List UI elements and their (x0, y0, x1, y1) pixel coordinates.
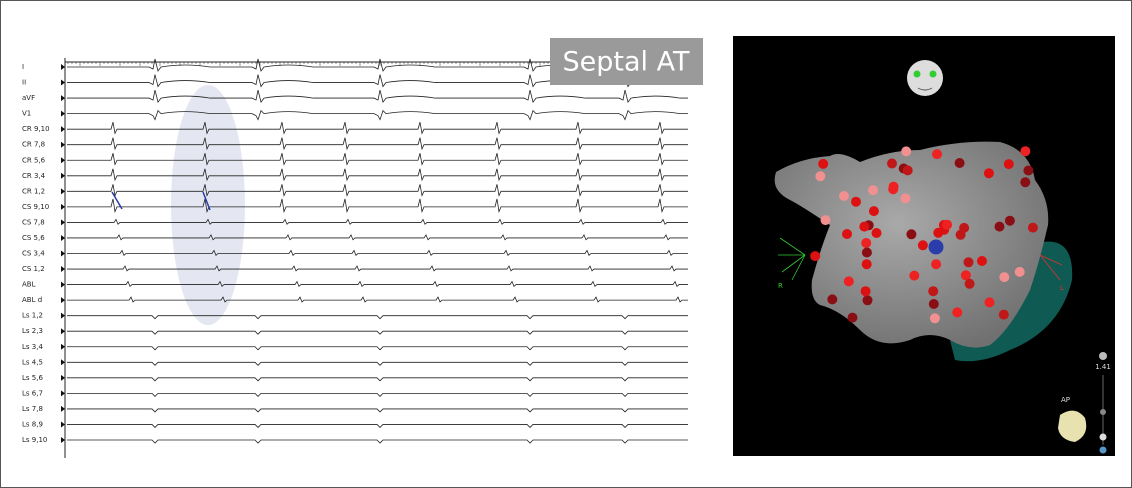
map-point (999, 310, 1009, 320)
map-point (985, 297, 995, 307)
channel-label: I (22, 63, 24, 71)
map-point (959, 223, 969, 233)
channel-label: II (22, 79, 26, 87)
channel-label: Ls 6,7 (22, 389, 43, 397)
map-point (995, 222, 1005, 232)
channel-label: aVF (22, 94, 35, 102)
channel-label: CR 7,8 (22, 141, 45, 149)
map-point (903, 165, 913, 175)
map-point (901, 146, 911, 156)
target-point (929, 240, 944, 255)
channel-label: CR 3,4 (22, 172, 46, 180)
map-point (964, 257, 974, 267)
map-point (1004, 159, 1014, 169)
face-eye (914, 71, 921, 78)
channel-label: CS 7,8 (22, 218, 45, 226)
map-point (929, 299, 939, 309)
map-point (887, 159, 897, 169)
zoom-value: 1.41 (1095, 363, 1111, 371)
map-point (851, 197, 861, 207)
map-point (872, 228, 882, 238)
map-point (859, 222, 869, 232)
zoom-thumb (1100, 409, 1106, 415)
map-point (900, 193, 910, 203)
map-point (839, 191, 849, 201)
map-point (861, 238, 871, 248)
map-point (862, 259, 872, 269)
map-point (961, 270, 971, 280)
channel-label: CS 3,4 (22, 250, 45, 258)
map-point (1005, 216, 1015, 226)
map-point (868, 185, 878, 195)
map-point (1020, 177, 1030, 187)
channel-label: CS 1,2 (22, 265, 45, 273)
channel-label: CS 9,10 (22, 203, 49, 211)
map-point (1015, 267, 1025, 277)
badge: Septal AT (563, 47, 690, 78)
zoom-button (1100, 447, 1107, 454)
map-point (818, 159, 828, 169)
map-point (827, 294, 837, 304)
map-point (862, 248, 872, 258)
channel-label: Ls 5,6 (22, 374, 43, 382)
map-point (909, 271, 919, 281)
map-point (984, 168, 994, 178)
map-point (942, 220, 952, 230)
map-point (931, 259, 941, 269)
channel-label: V1 (22, 110, 31, 118)
map-point (869, 206, 879, 216)
map-point (932, 149, 942, 159)
map-point (906, 229, 916, 239)
map-point (999, 272, 1009, 282)
figure: IIIaVFV1CR 9,10CR 7,8CR 5,6CR 3,4CR 1,2C… (0, 0, 1132, 488)
channel-label: CR 5,6 (22, 156, 46, 164)
map-point (888, 184, 898, 194)
zoom-button (1100, 434, 1107, 441)
face-eye (930, 71, 937, 78)
channel-label: CR 1,2 (22, 187, 45, 195)
map-point (844, 276, 854, 286)
map-point (918, 240, 928, 250)
channel-label: Ls 1,2 (22, 312, 43, 320)
map-point (842, 229, 852, 239)
map-point (848, 313, 858, 323)
channel-label: ABL (22, 281, 36, 289)
map-point (928, 286, 938, 296)
map-point (861, 286, 871, 296)
left-label: L (1060, 284, 1064, 292)
map-point (1020, 146, 1030, 156)
map-point (810, 251, 820, 261)
channel-label: Ls 7,8 (22, 405, 43, 413)
channel-label: ABL d (22, 296, 42, 304)
channel-label: Ls 2,3 (22, 327, 43, 335)
map-point (821, 215, 831, 225)
map-point (965, 279, 975, 289)
map-corner (1010, 36, 1115, 72)
channel-label: Ls 3,4 (22, 343, 43, 351)
right-label: R (778, 282, 783, 290)
map-point (863, 295, 873, 305)
map-point (930, 313, 940, 323)
channel-label: CR 9,10 (22, 125, 50, 133)
map-point (815, 171, 825, 181)
view-label: AP (1061, 396, 1070, 404)
channel-label: Ls 9,10 (22, 436, 47, 444)
map-point (952, 307, 962, 317)
channel-label: Ls 4,5 (22, 358, 43, 366)
orientation-face (907, 60, 943, 96)
map-point (1023, 166, 1033, 176)
map-point (977, 256, 987, 266)
map-point (1028, 223, 1038, 233)
map-point (955, 158, 965, 168)
channel-label: Ls 8,9 (22, 420, 43, 428)
zoom-knob (1099, 352, 1107, 360)
channel-label: CS 5,6 (22, 234, 45, 242)
